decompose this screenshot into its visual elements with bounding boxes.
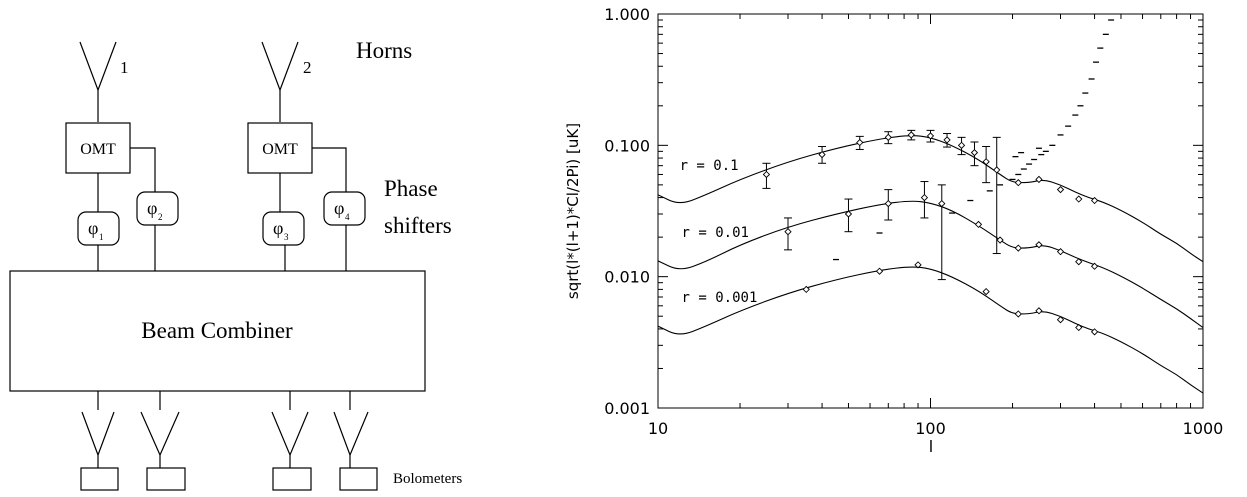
- svg-text:φ: φ: [334, 198, 344, 218]
- x-tick-label: 1000: [1183, 419, 1224, 438]
- axis-ticks: [657, 14, 1204, 409]
- omt-1-label: OMT: [80, 141, 116, 158]
- data-point: [974, 220, 983, 229]
- data-point: [884, 133, 892, 141]
- phase-shifter-3: φ 3: [262, 211, 305, 246]
- beam-combiner-label: Beam Combiner: [141, 318, 293, 343]
- data-point: [784, 228, 792, 236]
- data-point: [1014, 244, 1022, 252]
- error-bars: [762, 129, 1001, 281]
- series-curve: [657, 135, 1204, 263]
- series-labels: r = 0.1r = 0.1r = 0.01r = 0.01r = 0.001r…: [678, 156, 759, 307]
- phase-shifter-2: φ 2: [136, 191, 179, 226]
- data-point: [938, 199, 946, 208]
- data-point: [844, 210, 853, 218]
- svg-text:3: 3: [284, 232, 289, 242]
- horn-1: [79, 41, 117, 122]
- bolometers-label: Bolometers: [393, 471, 462, 487]
- data-point: [957, 141, 966, 149]
- data-point: [970, 148, 979, 157]
- series-label-bg: r = 0.001: [682, 290, 758, 306]
- horns-title: Horns: [356, 38, 412, 63]
- data-point: [1014, 310, 1022, 318]
- series-label: r = 0.01: [682, 225, 749, 241]
- omt-2: [247, 122, 313, 174]
- phase-title-line1: Phase: [384, 176, 438, 201]
- y-tick-label: 0.010: [604, 268, 650, 287]
- phase-shifter-1: φ 1: [77, 211, 120, 246]
- x-tick-label: 10: [648, 419, 668, 438]
- data-point: [802, 285, 810, 294]
- omt-1: [65, 122, 131, 174]
- data-point: [1035, 241, 1043, 249]
- svg-text:2: 2: [158, 212, 163, 222]
- output-horn-2: [140, 391, 186, 491]
- y-tick-label: 1.000: [604, 5, 650, 24]
- phase-title-line2: shifters: [384, 213, 452, 238]
- data-point: [884, 199, 892, 208]
- data-point: [1075, 195, 1083, 203]
- data-point: [982, 158, 990, 166]
- data-point: [993, 166, 1001, 174]
- series-curves: [657, 135, 1204, 394]
- data-point: [856, 138, 864, 147]
- chart: 10 100 1000 0.001 0.010 0.100 1.000 r = 0.1 r =…: [564, 5, 1223, 456]
- horn-label-2: 2: [303, 58, 312, 77]
- data-point: [982, 287, 990, 296]
- data-point: [1035, 175, 1043, 184]
- data-points: [762, 131, 1099, 336]
- series-curve: [657, 266, 1204, 394]
- series-label: r = 0.1: [680, 158, 739, 174]
- data-point: [914, 261, 922, 269]
- data-point: [1090, 262, 1099, 270]
- data-point: [1035, 307, 1043, 315]
- beam-combiner: [9, 270, 426, 392]
- y-tick-label: 0.001: [604, 399, 650, 418]
- svg-text:φ: φ: [147, 198, 157, 218]
- svg-text:φ: φ: [88, 218, 98, 238]
- series-label-bg: r = 0.1: [680, 158, 739, 174]
- data-point: [1090, 328, 1099, 336]
- output-horn-3: [271, 391, 312, 491]
- data-point: [762, 170, 771, 179]
- data-point: [1075, 323, 1083, 332]
- data-point: [875, 267, 884, 275]
- data-point: [907, 131, 915, 139]
- omt-2-label: OMT: [262, 141, 298, 158]
- data-point: [943, 136, 951, 144]
- y-tick-label: 0.100: [604, 136, 650, 155]
- x-tick-label: 100: [915, 419, 946, 438]
- y-axis-label: sqrt(l*(l+1)*Cl/2Pi) [uK]: [564, 123, 582, 299]
- series-label-bg: r = 0.01: [682, 225, 749, 241]
- horn-2: [261, 41, 299, 122]
- data-point: [1075, 258, 1083, 266]
- data-point: [1056, 316, 1065, 324]
- data-point: [1090, 196, 1099, 205]
- data-point: [818, 150, 826, 159]
- phase-shifter-4: φ 4: [323, 191, 366, 226]
- svg-text:1: 1: [99, 232, 104, 242]
- block-diagram: 1 2 Horns OMT OMT φ 1 φ 2: [9, 38, 462, 491]
- series-curve: [657, 200, 1204, 329]
- svg-text:φ: φ: [273, 218, 283, 238]
- data-point: [1056, 248, 1065, 256]
- data-point: [996, 236, 1004, 244]
- svg-text:4: 4: [345, 212, 350, 222]
- noise-dashes: [833, 19, 1115, 261]
- data-point: [1014, 178, 1022, 187]
- data-point: [926, 132, 935, 140]
- data-point: [920, 193, 929, 202]
- output-horn-1: [80, 391, 119, 491]
- data-point: [1056, 185, 1065, 194]
- horn-label-1: 1: [120, 58, 129, 77]
- output-horn-4: [333, 391, 378, 491]
- x-axis-label: l: [929, 437, 933, 456]
- axis-tick-labels: 10 100 1000 0.001 0.010 0.100 1.000: [604, 5, 1223, 438]
- series-label: r = 0.001: [682, 290, 758, 306]
